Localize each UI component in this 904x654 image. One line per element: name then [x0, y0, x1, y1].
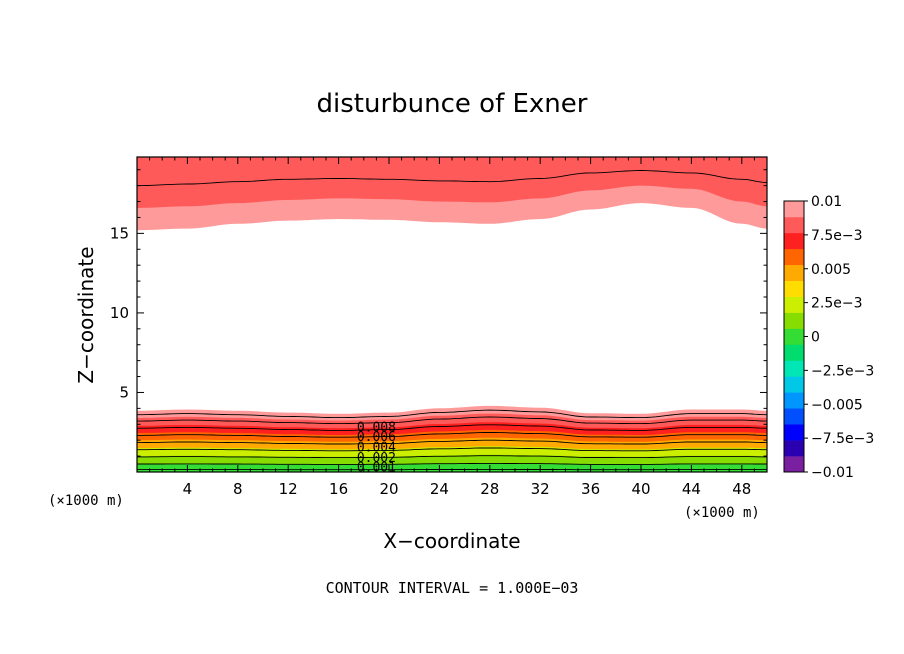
x-tick-label: 36 — [581, 480, 600, 498]
x-tick-label: 48 — [732, 480, 751, 498]
contour-line — [137, 170, 768, 187]
colorbar-tick-label: 2.5e−3 — [811, 296, 863, 312]
contour-fills — [137, 157, 767, 472]
contour-line — [136, 424, 768, 431]
contour-label: 0.004 — [357, 441, 396, 456]
contour-line — [137, 439, 767, 445]
x-tick-label: 24 — [430, 480, 449, 498]
colorbar-tick-label: −2.5e−3 — [811, 363, 874, 379]
contour-line — [137, 455, 767, 459]
contour-line — [137, 416, 767, 425]
colorbar-segment — [784, 216, 804, 234]
colorbar-tick-label: −0.005 — [811, 397, 863, 413]
colorbar-segment — [784, 248, 804, 266]
contour-interval-note: CONTOUR INTERVAL = 1.000E−03 — [326, 579, 579, 597]
x-ticks: 4 8 12 16 20 24 28 32 36 40 44 48 — [136, 157, 768, 498]
contour-label: 0.008 — [357, 421, 396, 436]
colorbar-segment — [784, 376, 804, 393]
x-tick-label: 28 — [480, 480, 499, 498]
colorbar-tick-label: −7.5e−3 — [811, 431, 874, 447]
colorbar-segment — [784, 392, 804, 409]
colorbar-tick-label: 0 — [811, 330, 820, 346]
colorbar: 0.01 7.5e−3 0.005 2.5e−3 0 −2.5e−3 −0.005 −7.5e… — [783, 194, 874, 481]
colorbar-tick-label: 0.005 — [811, 262, 851, 278]
x-tick-label: 32 — [531, 480, 550, 498]
colorbar-segment — [784, 312, 804, 329]
colorbar-segment — [784, 440, 804, 457]
x-tick-label: 4 — [183, 480, 193, 498]
x-tick-label: 20 — [379, 480, 398, 498]
y-axis-label: Z−coordinate — [74, 246, 98, 383]
contour-label: 0.006 — [357, 430, 396, 445]
colorbar-tick-label: 7.5e−3 — [811, 228, 863, 244]
x-tick-label: 40 — [631, 480, 650, 498]
colorbar-segment — [784, 456, 804, 473]
colorbar-segment — [784, 296, 804, 313]
x-tick-label: 8 — [233, 480, 243, 498]
contour-line — [137, 409, 767, 419]
colorbar-segment — [784, 201, 804, 218]
y-ticks: 5 10 15 — [110, 169, 767, 457]
x-tick-label: 16 — [329, 480, 348, 498]
contour-line — [137, 432, 767, 438]
colorbar-tick-label: 0.01 — [811, 194, 842, 210]
colorbar-segment — [784, 280, 804, 297]
y-tick-label: 5 — [119, 383, 129, 401]
chart-title: disturbunce of Exner — [317, 89, 588, 119]
x-unit-left: (×1000 m) — [48, 493, 124, 509]
contour-line — [137, 462, 767, 465]
colorbar-segment — [784, 408, 804, 425]
x-tick-label: 12 — [279, 480, 298, 498]
colorbar-segment — [784, 360, 804, 377]
colorbar-segment — [784, 232, 804, 250]
contour-label: 0.002 — [357, 451, 396, 466]
contour-label: 0.001 — [357, 460, 396, 475]
colorbar-segment — [784, 424, 804, 441]
upper-band-fill — [137, 157, 767, 208]
colorbar-segment — [784, 328, 804, 345]
contour-lines — [136, 170, 768, 471]
y-tick-label: 10 — [110, 304, 129, 322]
colorbar-segment — [784, 344, 804, 361]
y-tick-label: 15 — [110, 224, 129, 242]
contour-line — [137, 447, 767, 452]
x-tick-label: 44 — [682, 480, 701, 498]
colorbar-segment — [784, 264, 804, 281]
x-unit-right: (×1000 m) — [684, 505, 760, 521]
x-axis-label: X−coordinate — [383, 529, 520, 553]
colorbar-tick-label: −0.01 — [811, 465, 854, 481]
